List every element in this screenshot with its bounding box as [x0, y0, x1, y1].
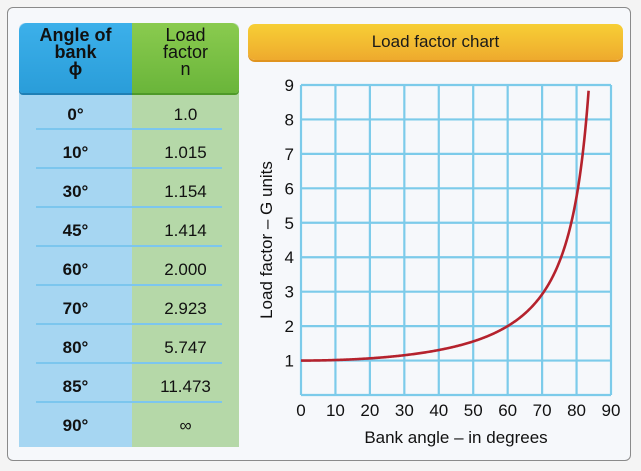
load-cell: 2.000 [164, 260, 207, 279]
table-row: 85° 11.473 [19, 367, 239, 406]
chart-grid [299, 83, 613, 397]
svg-text:9: 9 [285, 76, 294, 95]
angle-cell: 0° [67, 105, 84, 124]
angle-header: Angle of bank ϕ [19, 23, 132, 93]
angle-cell: 70° [62, 299, 89, 318]
svg-text:2: 2 [285, 317, 294, 336]
load-cell: ∞ [179, 416, 192, 435]
svg-text:40: 40 [429, 401, 448, 420]
load-cell: 2.923 [164, 299, 207, 318]
row-divider [36, 323, 222, 325]
angle-column-bg [19, 23, 132, 447]
chart-title: Load factor chart [248, 24, 623, 60]
row-divider [36, 245, 222, 247]
svg-text:10: 10 [326, 401, 345, 420]
svg-text:3: 3 [285, 283, 294, 302]
load-cell: 1.154 [164, 182, 207, 201]
angle-header-symbol: ϕ [68, 59, 83, 79]
svg-text:7: 7 [285, 145, 294, 164]
table-row: 45° 1.414 [19, 211, 239, 250]
angle-cell: 90° [62, 416, 89, 435]
svg-text:90: 90 [602, 401, 621, 420]
angle-cell: 80° [62, 338, 89, 357]
table-row: 80° 5.747 [19, 328, 239, 367]
svg-text:80: 80 [567, 401, 586, 420]
y-axis-label: Load factor – G units [257, 161, 276, 319]
angle-cell: 60° [62, 260, 89, 279]
table-row: 10° 1.015 [19, 133, 239, 172]
angle-cell: 85° [62, 377, 89, 396]
angle-header-line2: bank [54, 42, 97, 62]
y-axis-ticks: 1 2 3 4 5 6 7 8 9 [285, 76, 294, 371]
x-axis-label: Bank angle – in degrees [364, 428, 547, 447]
load-cell: 5.747 [164, 338, 207, 357]
angle-header-line1: Angle of [39, 25, 112, 45]
load-cell: 11.473 [160, 377, 211, 396]
load-header-line1: Load [165, 25, 206, 45]
svg-text:0: 0 [296, 401, 305, 420]
load-header: Load factor n [132, 23, 239, 93]
load-cell: 1.0 [173, 105, 198, 124]
load-cell: 1.414 [164, 221, 207, 240]
table-row: 30° 1.154 [19, 172, 239, 211]
row-divider [36, 284, 222, 286]
svg-text:70: 70 [533, 401, 552, 420]
row-divider [36, 401, 222, 403]
row-divider [36, 167, 222, 169]
table-row: 0° 1.0 [19, 95, 239, 134]
row-divider [36, 362, 222, 364]
x-axis-ticks: 0 10 20 30 40 50 60 70 80 90 [296, 401, 620, 420]
angle-cell: 30° [62, 182, 89, 201]
svg-text:6: 6 [285, 179, 294, 198]
svg-text:1: 1 [285, 352, 294, 371]
load-column-bg [132, 23, 239, 447]
angle-cell: 45° [62, 221, 89, 240]
svg-text:30: 30 [395, 401, 414, 420]
load-factor-curve [301, 90, 590, 362]
svg-text:8: 8 [285, 110, 294, 129]
load-header-symbol: n [180, 59, 191, 79]
svg-text:5: 5 [285, 214, 294, 233]
svg-text:50: 50 [464, 401, 483, 420]
angle-cell: 10° [62, 143, 89, 162]
svg-text:4: 4 [285, 248, 294, 267]
row-divider [36, 128, 222, 130]
table-row: 60° 2.000 [19, 250, 239, 289]
row-divider [36, 206, 222, 208]
load-factor-table: Angle of bank ϕ Load factor n 0° 1.0 10°… [19, 23, 239, 447]
table-row: 90° ∞ [19, 406, 239, 445]
svg-text:60: 60 [498, 401, 517, 420]
load-header-line2: factor [162, 42, 209, 62]
load-cell: 1.015 [164, 143, 207, 162]
svg-text:20: 20 [360, 401, 379, 420]
table-row: 70° 2.923 [19, 289, 239, 328]
